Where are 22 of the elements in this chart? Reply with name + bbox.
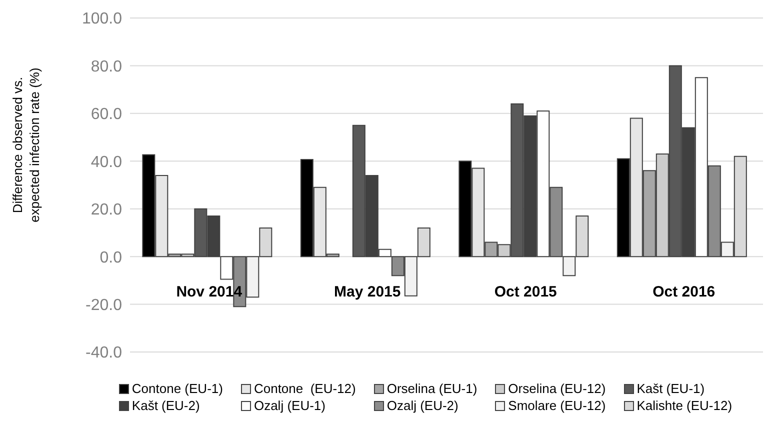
- legend-label: Ozalj (EU-1): [254, 398, 326, 413]
- x-tick-label: May 2015: [334, 283, 401, 300]
- legend-label: Orselina (EU-12): [508, 381, 606, 396]
- y-tick-label: -20.0: [86, 296, 122, 314]
- legend-label: Kašt (EU-2): [132, 398, 200, 413]
- legend-label: Kalishte (EU-12): [636, 398, 732, 413]
- y-axis-title: Difference observed vs. expected infection rate (%): [10, 68, 42, 222]
- y-tick-label: 0.0: [100, 249, 122, 266]
- legend-label: Contone (EU-12): [254, 381, 356, 396]
- legend-label: Ozalj (EU-2): [386, 398, 458, 413]
- x-tick-label: Oct 2015: [494, 283, 557, 300]
- y-tick-label: 80.0: [90, 58, 122, 76]
- y-tick-label: 20.0: [90, 202, 122, 219]
- y-tick-label: 100.0: [82, 10, 122, 28]
- legend-label: Orselina (EU-1): [386, 381, 478, 396]
- y-tick-label: 40.0: [90, 154, 122, 171]
- x-tick-label: Oct 2016: [652, 283, 716, 300]
- legend-label: Kašt (EU-1): [636, 381, 705, 396]
- y-tick-label: 60.0: [90, 106, 122, 124]
- y-tick-label: -40.0: [86, 344, 122, 362]
- legend-label: Smolare (EU-12): [508, 398, 606, 413]
- legend-label: Contone (EU-1): [132, 381, 223, 396]
